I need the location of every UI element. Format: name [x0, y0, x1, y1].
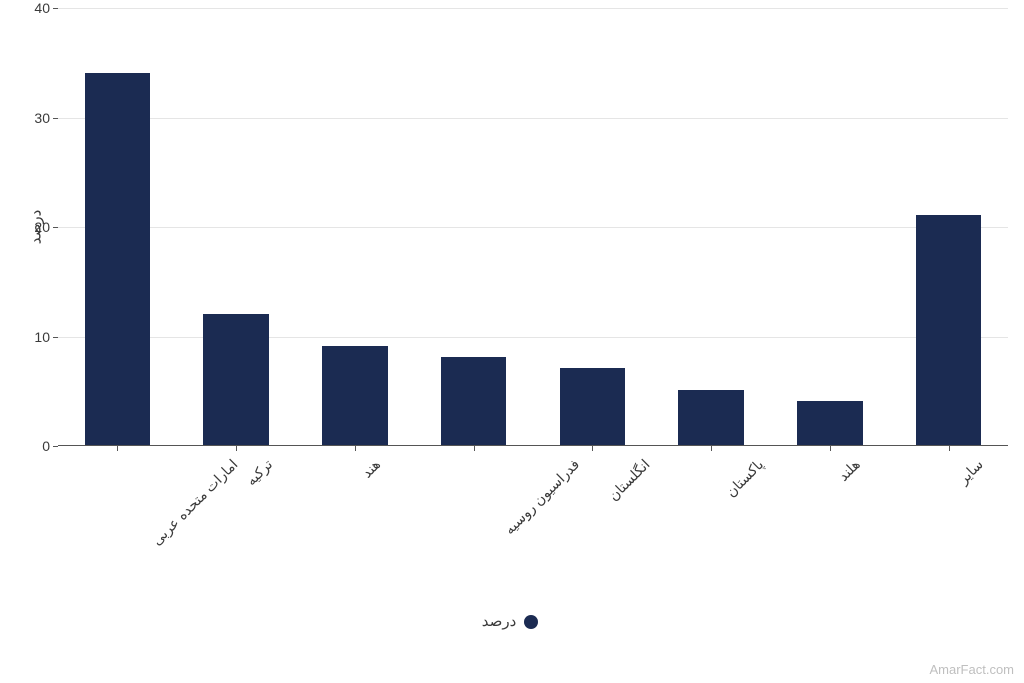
- x-tick-label: انگلستان: [605, 456, 653, 504]
- x-tick-mark: [355, 446, 356, 451]
- x-tick-label: هلند: [835, 456, 864, 485]
- plot-area: 010203040امارات متحده عربیترکیههندفدراسی…: [58, 8, 1008, 446]
- y-tick-mark: [53, 227, 58, 228]
- x-tick-mark: [711, 446, 712, 451]
- legend: درصد: [0, 612, 1024, 630]
- x-tick-mark: [117, 446, 118, 451]
- y-tick-label: 40: [34, 0, 50, 16]
- watermark: AmarFact.com: [929, 662, 1014, 677]
- y-tick-label: 30: [34, 110, 50, 126]
- grid-line: [58, 8, 1008, 9]
- x-tick-mark: [830, 446, 831, 451]
- y-tick-mark: [53, 337, 58, 338]
- bar: [441, 357, 506, 445]
- x-tick-mark: [236, 446, 237, 451]
- x-tick-label: ترکیه: [243, 456, 276, 489]
- x-tick-label: هند: [358, 456, 383, 481]
- y-tick-label: 20: [34, 219, 50, 235]
- y-tick-mark: [53, 8, 58, 9]
- y-tick-label: 0: [42, 438, 50, 454]
- bar: [797, 401, 862, 445]
- x-tick-mark: [592, 446, 593, 451]
- y-tick-mark: [53, 446, 58, 447]
- bar: [678, 390, 743, 445]
- bar: [916, 215, 981, 445]
- x-tick-label: سایر: [955, 456, 987, 488]
- y-tick-label: 10: [34, 329, 50, 345]
- x-axis-line: [58, 445, 1008, 446]
- bar: [85, 73, 150, 445]
- x-tick-label: پاکستان: [723, 456, 768, 501]
- legend-marker: [524, 615, 538, 629]
- grid-line: [58, 337, 1008, 338]
- chart-container: درصد 010203040امارات متحده عربیترکیههندف…: [0, 0, 1024, 683]
- grid-line: [58, 227, 1008, 228]
- x-tick-label: امارات متحده عربی: [149, 456, 242, 549]
- legend-label: درصد: [482, 613, 517, 630]
- bar: [560, 368, 625, 445]
- x-tick-label: فدراسیون روسیه: [501, 456, 583, 538]
- y-tick-mark: [53, 118, 58, 119]
- bar: [203, 314, 268, 445]
- bar: [322, 346, 387, 445]
- x-tick-mark: [949, 446, 950, 451]
- x-tick-mark: [474, 446, 475, 451]
- grid-line: [58, 118, 1008, 119]
